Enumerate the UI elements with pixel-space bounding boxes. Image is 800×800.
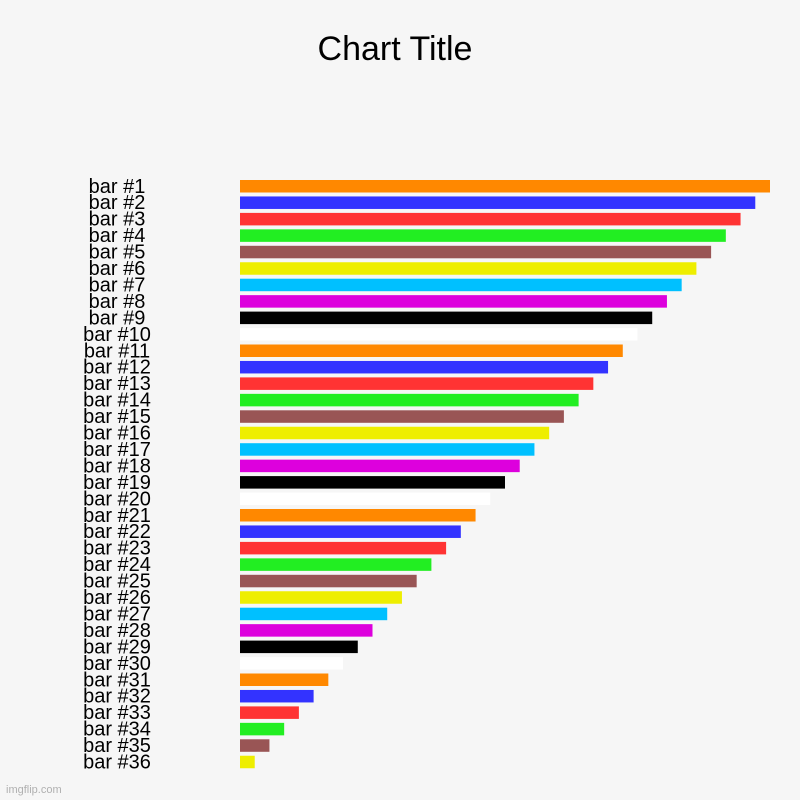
bar-7: [240, 278, 682, 292]
bar-24: [240, 558, 432, 571]
bar-6: [240, 262, 697, 275]
bar-30: [240, 657, 344, 670]
category-label-10: bar #10: [83, 324, 151, 346]
bar-19: [240, 476, 505, 489]
bar-14: [240, 393, 579, 407]
bar-36: [240, 755, 255, 769]
bar-2: [240, 196, 756, 209]
category-label-14: bar #14: [83, 390, 151, 412]
category-label-31: bar #31: [83, 669, 151, 691]
category-label-24: bar #24: [83, 554, 151, 576]
bar-4: [240, 229, 726, 242]
category-label-21: bar #21: [83, 505, 151, 527]
bar-25: [240, 574, 417, 588]
bar-28: [240, 624, 373, 637]
category-label-19: bar #19: [83, 472, 151, 494]
category-label-1: bar #1: [89, 176, 146, 198]
category-label-22: bar #22: [83, 521, 151, 543]
category-label-16: bar #16: [83, 423, 151, 445]
category-label-5: bar #5: [89, 242, 146, 264]
category-label-13: bar #13: [83, 373, 151, 395]
bar-32: [240, 689, 314, 703]
bar-21: [240, 509, 476, 522]
bar-18: [240, 459, 520, 473]
bar-3: [240, 212, 741, 226]
category-label-23: bar #23: [83, 538, 151, 560]
category-label-9: bar #9: [89, 307, 146, 329]
bar-23: [240, 541, 447, 555]
category-label-4: bar #4: [89, 225, 146, 247]
category-label-18: bar #18: [83, 455, 151, 477]
category-label-11: bar #11: [84, 340, 150, 362]
category-label-17: bar #17: [83, 439, 151, 461]
category-label-26: bar #26: [83, 587, 151, 609]
category-label-20: bar #20: [83, 488, 151, 510]
category-label-7: bar #7: [89, 274, 146, 296]
bar-8: [240, 295, 667, 308]
bar-15: [240, 410, 564, 423]
category-label-15: bar #15: [83, 406, 151, 428]
category-label-34: bar #34: [83, 719, 151, 741]
bar-16: [240, 426, 550, 440]
category-label-32: bar #32: [83, 686, 151, 708]
bar-13: [240, 377, 594, 390]
bar-11: [240, 344, 623, 357]
category-label-36: bar #36: [83, 752, 151, 774]
bar-5: [240, 245, 712, 259]
category-label-29: bar #29: [83, 636, 151, 658]
bar-9: [240, 311, 653, 325]
category-label-2: bar #2: [89, 192, 146, 214]
bars: [240, 180, 770, 769]
category-label-35: bar #35: [83, 735, 151, 757]
category-label-25: bar #25: [83, 571, 151, 593]
category-label-27: bar #27: [83, 603, 151, 625]
bar-33: [240, 706, 299, 719]
bar-17: [240, 443, 535, 456]
chart-title: Chart Title: [318, 30, 473, 68]
bar-1: [240, 180, 770, 193]
category-label-8: bar #8: [89, 291, 146, 313]
bar-12: [240, 360, 609, 374]
watermark-text: imgflip.com: [6, 784, 62, 796]
bar-27: [240, 607, 388, 621]
bar-34: [240, 722, 285, 736]
bar-31: [240, 673, 329, 686]
bar-29: [240, 640, 358, 654]
category-label-3: bar #3: [89, 209, 146, 231]
category-label-12: bar #12: [83, 357, 151, 379]
bar-20: [240, 492, 491, 506]
category-label-30: bar #30: [83, 653, 151, 675]
category-label-28: bar #28: [83, 620, 151, 642]
category-label-6: bar #6: [89, 258, 146, 280]
bar-22: [240, 525, 461, 538]
category-label-33: bar #33: [83, 702, 151, 724]
bar-10: [240, 328, 638, 341]
bar-26: [240, 591, 402, 604]
bar-35: [240, 739, 270, 752]
